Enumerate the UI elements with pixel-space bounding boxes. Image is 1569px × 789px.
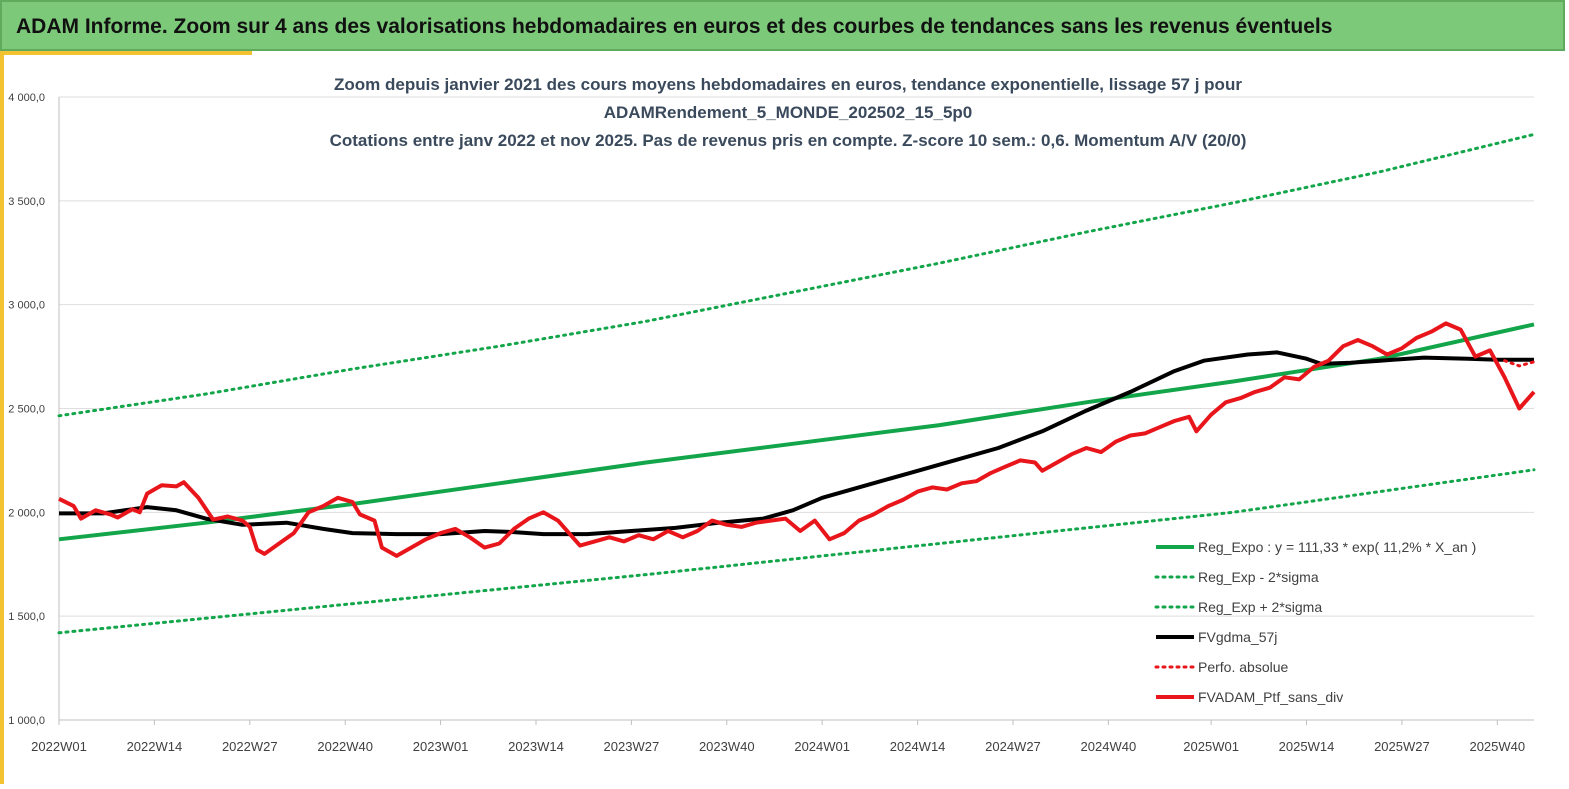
line-chart: Zoom depuis janvier 2021 des cours moyen…: [8, 75, 1536, 754]
series-lines: [57, 132, 1536, 635]
legend-label: FVgdma_57j: [1198, 629, 1277, 645]
y-tick-label: 2 000,0: [8, 507, 45, 519]
x-tick-label: 2025W27: [1374, 739, 1430, 754]
legend-label: Perfo. absolue: [1198, 659, 1288, 675]
chart-title-line-1: Zoom depuis janvier 2021 des cours moyen…: [334, 75, 1242, 94]
series-line-reg_exp: [57, 468, 1536, 635]
x-tick-label: 2022W40: [317, 739, 373, 754]
series-line-reg_exp: [57, 132, 1536, 418]
y-tick-label: 3 000,0: [8, 300, 45, 312]
y-tick-label: 4 000,0: [8, 92, 45, 104]
x-tick-label: 2023W01: [413, 739, 469, 754]
x-tick-label: 2022W01: [31, 739, 87, 754]
axes: 1 000,0 1 500,0 2 000,0 2 500,0 3 000,0 3 500…: [8, 92, 1534, 754]
chart-area: Zoom depuis janvier 2021 des cours moyen…: [0, 51, 1569, 784]
y-tick-label: 1 500,0: [8, 611, 45, 623]
x-tick-label: 2023W14: [508, 739, 564, 754]
grid-lines: [59, 96, 1534, 721]
series-line-fvadam_ptf_sans_div: [58, 321, 1536, 558]
x-tick-label: 2023W40: [699, 739, 755, 754]
legend: Reg_Expo : y = 111,33 * exp( 11,2% * X_a…: [1154, 539, 1476, 705]
x-tick-label: 2023W27: [604, 739, 660, 754]
legend-label: Reg_Expo : y = 111,33 * exp( 11,2% * X_a…: [1198, 539, 1476, 555]
x-tick-label: 2025W40: [1469, 739, 1525, 754]
x-tick-label: 2024W14: [890, 739, 946, 754]
x-tick-label: 2025W14: [1279, 739, 1335, 754]
x-tick-label: 2025W01: [1183, 739, 1239, 754]
x-tick-label: 2024W40: [1081, 739, 1137, 754]
x-tick-label: 2024W01: [794, 739, 850, 754]
x-tick-label: 2024W27: [985, 739, 1041, 754]
x-tick-label: 2022W14: [127, 739, 183, 754]
series-line-reg_expo: [58, 322, 1535, 542]
legend-label: Reg_Exp - 2*sigma: [1198, 569, 1319, 585]
y-tick-label: 2 500,0: [8, 404, 45, 416]
series-line-perfo: [1503, 359, 1536, 368]
series-line-fvgdma_57j: [59, 350, 1534, 537]
frame-accent-top: [0, 51, 252, 55]
chart-title-line-3: Cotations entre janv 2022 et nov 2025. P…: [330, 131, 1247, 150]
header-banner: ADAM Informe. Zoom sur 4 ans des valoris…: [0, 0, 1565, 51]
y-tick-label: 1 000,0: [8, 715, 45, 727]
legend-label: FVADAM_Ptf_sans_div: [1198, 689, 1343, 705]
page-title: ADAM Informe. Zoom sur 4 ans des valoris…: [16, 15, 1333, 38]
chart-title-line-2: ADAMRendement_5_MONDE_202502_15_5p0: [604, 103, 973, 122]
legend-label: Reg_Exp + 2*sigma: [1198, 599, 1322, 615]
y-tick-label: 3 500,0: [8, 196, 45, 208]
frame-accent-left: [0, 51, 4, 784]
x-tick-label: 2022W27: [222, 739, 278, 754]
